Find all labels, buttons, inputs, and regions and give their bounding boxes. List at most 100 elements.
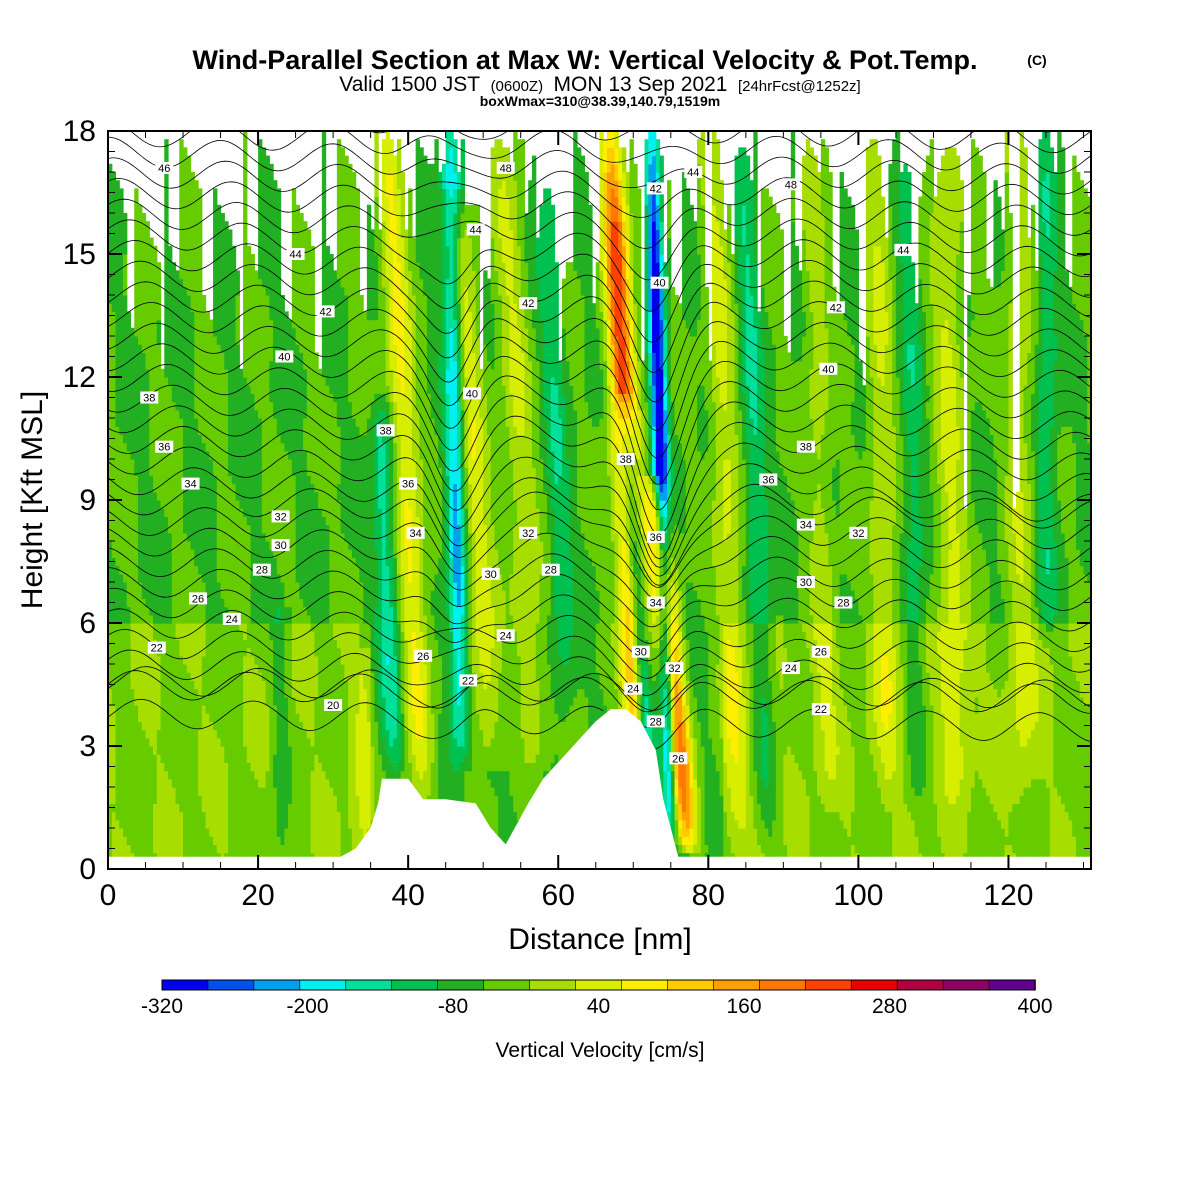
contour-label-text: 42 (830, 302, 842, 314)
w-cell (460, 467, 466, 509)
contour-label-box (519, 526, 538, 539)
contour-label-text: 20 (327, 700, 339, 712)
contour-label: 30 (271, 539, 290, 552)
w-cell (243, 623, 248, 640)
w-cell (847, 836, 852, 869)
w-cell (727, 204, 732, 263)
w-cell (460, 237, 466, 345)
w-cell (213, 475, 218, 624)
w-cell (205, 450, 210, 624)
w-cell (209, 319, 214, 460)
w-cell (464, 754, 469, 772)
w-cell (738, 409, 743, 624)
w-cell (370, 319, 375, 403)
w-cell (880, 196, 886, 263)
w-cell (652, 483, 657, 493)
w-cell (940, 623, 946, 714)
w-cell (366, 418, 372, 624)
w-cell (880, 762, 886, 804)
w-cell (678, 631, 683, 657)
w-cell (359, 672, 364, 829)
w-cell (614, 532, 619, 690)
w-cell (130, 327, 135, 460)
contour-label-box (834, 596, 853, 609)
w-cell (1027, 352, 1032, 485)
colorbar-swatch (575, 979, 623, 991)
w-cell (712, 754, 717, 869)
w-cell (486, 746, 492, 772)
w-cell (595, 327, 601, 427)
contour-label: 22 (147, 641, 166, 655)
w-cell (805, 795, 811, 869)
w-cell (667, 705, 672, 731)
w-cell (385, 172, 390, 198)
w-cell (610, 401, 616, 468)
w-cell (520, 434, 526, 739)
w-cell (764, 311, 769, 501)
w-cell (982, 787, 987, 869)
w-cell (160, 368, 165, 509)
w-cell (490, 303, 496, 370)
w-cell (764, 828, 769, 869)
w-cell (1045, 787, 1051, 869)
w-cell (565, 360, 571, 460)
w-cell (265, 770, 270, 869)
w-cell (490, 237, 496, 304)
w-cell (501, 639, 507, 772)
w-cell (685, 705, 691, 722)
w-cell (955, 254, 961, 345)
w-cell (914, 623, 920, 796)
w-cell (1015, 803, 1021, 862)
w-cell (490, 787, 496, 869)
w-cell (858, 614, 863, 624)
w-cell (790, 623, 796, 755)
w-cell (261, 286, 267, 534)
w-cell (869, 139, 874, 378)
w-cell (832, 467, 837, 501)
w-cell (607, 147, 612, 173)
contour-label: 38 (140, 391, 159, 405)
w-cell (400, 237, 406, 296)
w-cell (614, 147, 619, 165)
w-cell (1034, 344, 1040, 608)
w-cell (1015, 623, 1021, 731)
w-cell (745, 442, 751, 624)
w-cell (622, 147, 627, 173)
w-cell (415, 647, 421, 739)
w-cell (584, 401, 589, 550)
w-cell (670, 401, 676, 460)
colorbar-swatch (621, 979, 669, 991)
w-cell (404, 549, 409, 640)
w-cell (213, 623, 218, 731)
w-cell (209, 721, 214, 837)
w-cell (670, 729, 676, 755)
w-cell (1004, 475, 1010, 542)
w-cell (550, 696, 556, 763)
w-cell (374, 606, 379, 649)
x-tick-label: 120 (983, 879, 1033, 912)
valid-prefix: Valid 1500 JST (339, 73, 480, 96)
contour-label-text: 28 (650, 716, 662, 728)
theta-contour (108, 322, 1091, 459)
w-cell (850, 401, 856, 435)
w-cell (468, 237, 473, 312)
w-cell (689, 204, 694, 337)
w-cell (663, 770, 668, 821)
w-cell (944, 491, 950, 624)
w-cell (400, 573, 406, 632)
w-cell (434, 573, 439, 640)
w-cell (389, 606, 394, 747)
w-cell (865, 623, 871, 739)
w-cell (704, 450, 709, 632)
w-cell (1034, 270, 1040, 345)
w-cell (284, 311, 289, 452)
w-cell (393, 606, 398, 657)
w-cell (817, 459, 822, 485)
w-cell (408, 508, 413, 583)
w-cell (892, 524, 897, 624)
w-cell (119, 573, 124, 624)
w-cell (880, 721, 886, 763)
w-cell (599, 311, 604, 370)
w-cell (1019, 795, 1025, 869)
w-cell (374, 196, 379, 255)
